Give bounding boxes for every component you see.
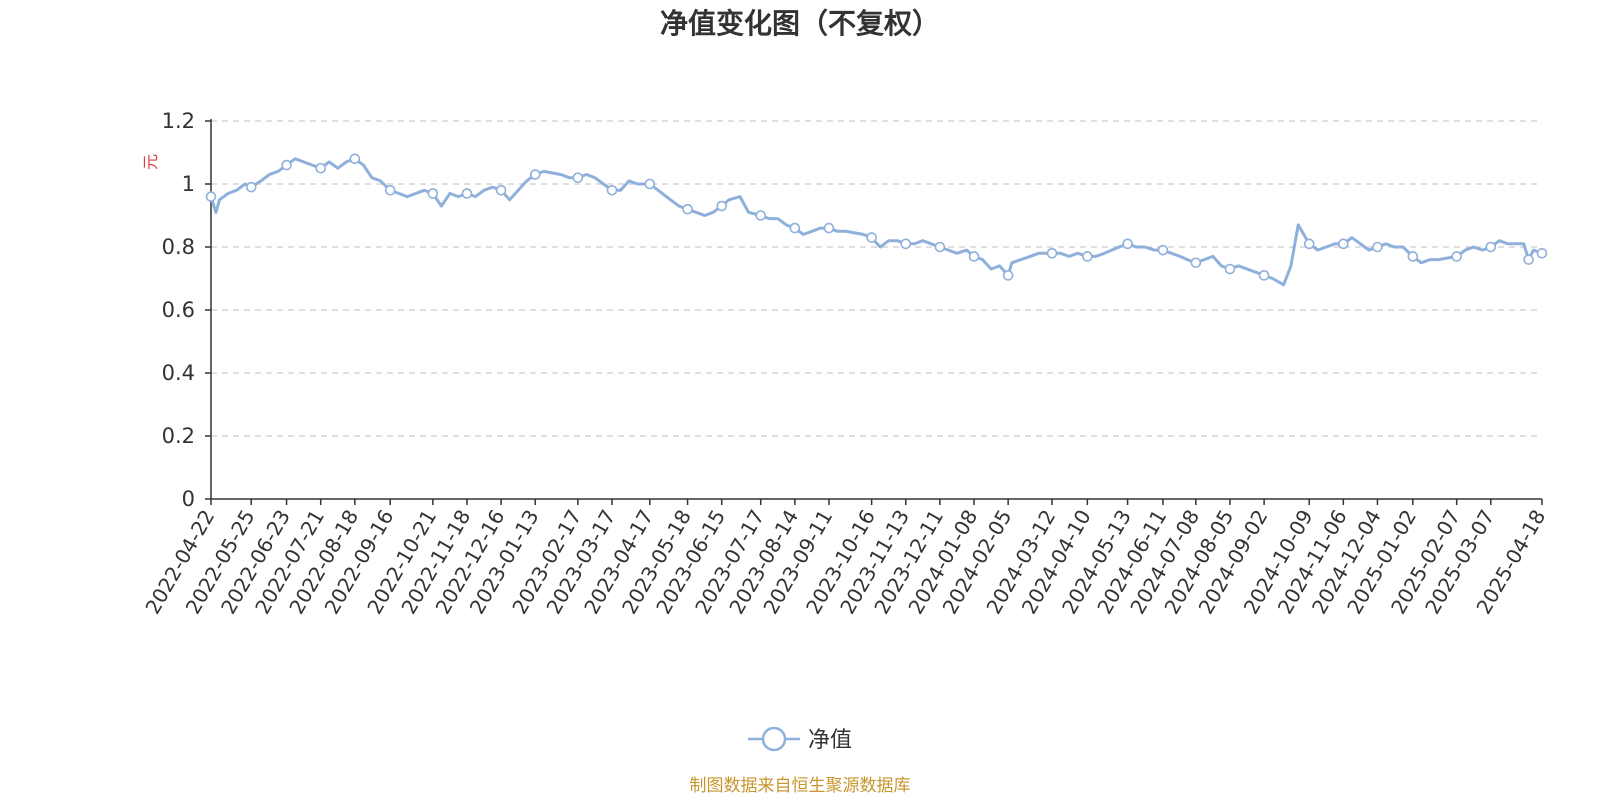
y-tick-label-4: 0.8 — [162, 235, 195, 259]
data-point-19[interactable] — [900, 238, 912, 250]
data-point-10[interactable] — [572, 172, 584, 183]
y-tick-label-2: 0.4 — [162, 361, 195, 385]
legend[interactable]: 净值 — [748, 726, 852, 753]
data-point-5[interactable] — [384, 185, 396, 196]
data-point-32[interactable] — [1372, 241, 1383, 253]
data-point-14[interactable] — [716, 200, 728, 212]
data-point-18[interactable] — [866, 232, 877, 243]
gridlines — [211, 120, 1542, 437]
data-point-6[interactable] — [427, 188, 439, 199]
data-point-13[interactable] — [682, 203, 693, 215]
data-point-33[interactable] — [1407, 251, 1419, 262]
data-point-2[interactable] — [281, 159, 292, 171]
data-point-15[interactable] — [755, 210, 767, 221]
data-point-7[interactable] — [461, 188, 473, 199]
y-tick-label-3: 0.6 — [162, 298, 195, 322]
data-point-28[interactable] — [1224, 263, 1236, 275]
axes — [210, 119, 1542, 500]
data-point-23[interactable] — [1046, 248, 1058, 259]
data-point-8[interactable] — [495, 185, 507, 196]
data-point-35[interactable] — [1485, 241, 1497, 253]
y-axis-unit-label: 元 — [141, 154, 160, 170]
data-point-24[interactable] — [1082, 251, 1093, 262]
y-tick-label-0: 0 — [182, 487, 195, 511]
data-point-0[interactable] — [205, 191, 217, 202]
y-tick-label-5: 1 — [182, 172, 195, 196]
data-point-21[interactable] — [968, 251, 980, 262]
chart-title: 净值变化图（不复权） — [660, 7, 940, 40]
data-point-20[interactable] — [934, 241, 946, 253]
data-point-1[interactable] — [245, 181, 257, 193]
data-point-3[interactable] — [315, 162, 326, 174]
series-line-nav — [209, 157, 1544, 287]
series-nav — [209, 157, 1544, 287]
series-markers — [205, 153, 1548, 281]
data-point-30[interactable] — [1303, 238, 1315, 250]
data-source-note: 制图数据来自恒生聚源数据库 — [690, 776, 911, 796]
data-point-37[interactable] — [1536, 248, 1548, 259]
data-point-34[interactable] — [1451, 251, 1462, 262]
data-point-9[interactable] — [529, 169, 541, 180]
legend-circle-marker — [761, 726, 787, 752]
y-tick-label-6: 1.2 — [162, 109, 195, 133]
legend-label: 净值 — [808, 728, 852, 753]
data-point-31[interactable] — [1338, 238, 1349, 250]
y-axis-ticks: 0 0.2 0.4 0.6 0.8 1 1.2 — [162, 109, 211, 511]
data-point-17[interactable] — [823, 222, 835, 234]
data-point-22[interactable] — [1002, 270, 1014, 281]
data-point-16[interactable] — [789, 222, 801, 234]
data-point-29[interactable] — [1258, 270, 1270, 281]
x-axis-ticks: 2022-04-222022-05-252022-06-232022-07-21… — [140, 499, 1550, 618]
y-tick-label-1: 0.2 — [162, 424, 195, 448]
data-point-26[interactable] — [1157, 244, 1169, 256]
data-point-27[interactable] — [1190, 257, 1202, 269]
data-point-36[interactable] — [1523, 254, 1534, 265]
data-point-25[interactable] — [1122, 238, 1133, 250]
data-point-12[interactable] — [644, 178, 656, 190]
data-point-4[interactable] — [349, 153, 361, 165]
data-point-11[interactable] — [606, 185, 618, 196]
